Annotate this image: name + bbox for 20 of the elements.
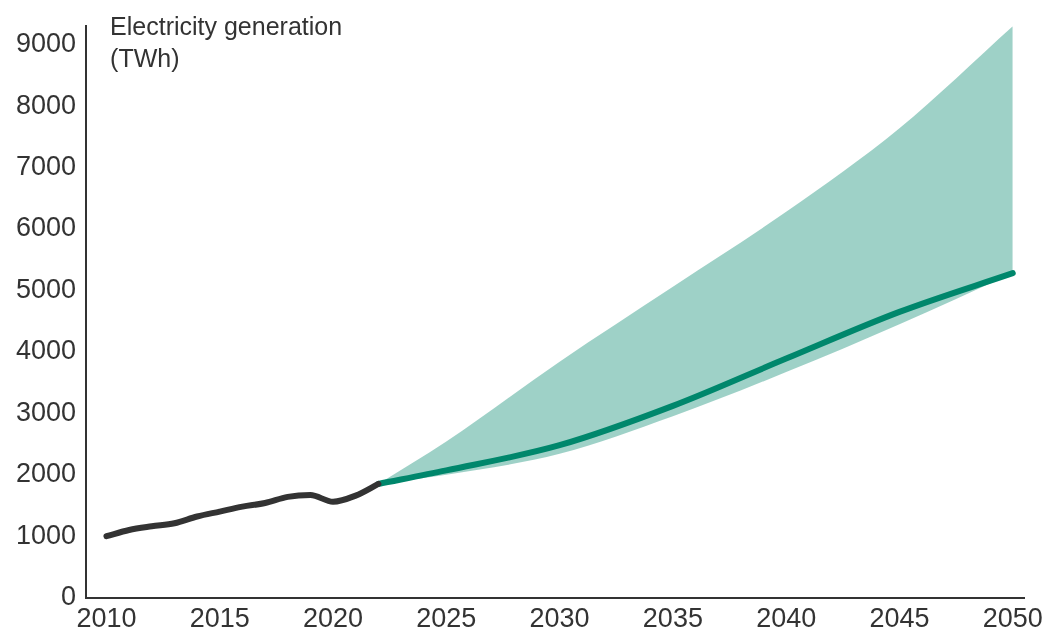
x-tick-label: 2010 [76, 603, 137, 634]
y-tick-label: 2000 [15, 458, 77, 489]
y-tick-label: 1000 [15, 519, 77, 550]
y-tick-label: 0 [61, 581, 77, 612]
x-tick-label: 2015 [189, 603, 250, 634]
y-tick-label: 7000 [15, 150, 77, 181]
y-tick-label: 5000 [15, 273, 77, 304]
x-tick-label: 2040 [756, 603, 817, 634]
x-tick-label: 2035 [642, 603, 703, 634]
y-tick-label: 8000 [15, 89, 77, 120]
y-tick-label: 9000 [15, 28, 77, 59]
y-tick-label: 6000 [15, 212, 77, 243]
x-tick-label: 2025 [416, 603, 477, 634]
y-axis-title: Electricity generation (TWh) [110, 12, 343, 73]
x-tick-label: 2020 [302, 603, 364, 634]
x-tick-label: 2045 [869, 603, 930, 634]
x-tick-label: 2050 [982, 603, 1043, 634]
y-tick-label: 3000 [15, 396, 77, 427]
x-tick-label: 2030 [529, 603, 590, 634]
y-tick-label: 4000 [15, 335, 77, 366]
